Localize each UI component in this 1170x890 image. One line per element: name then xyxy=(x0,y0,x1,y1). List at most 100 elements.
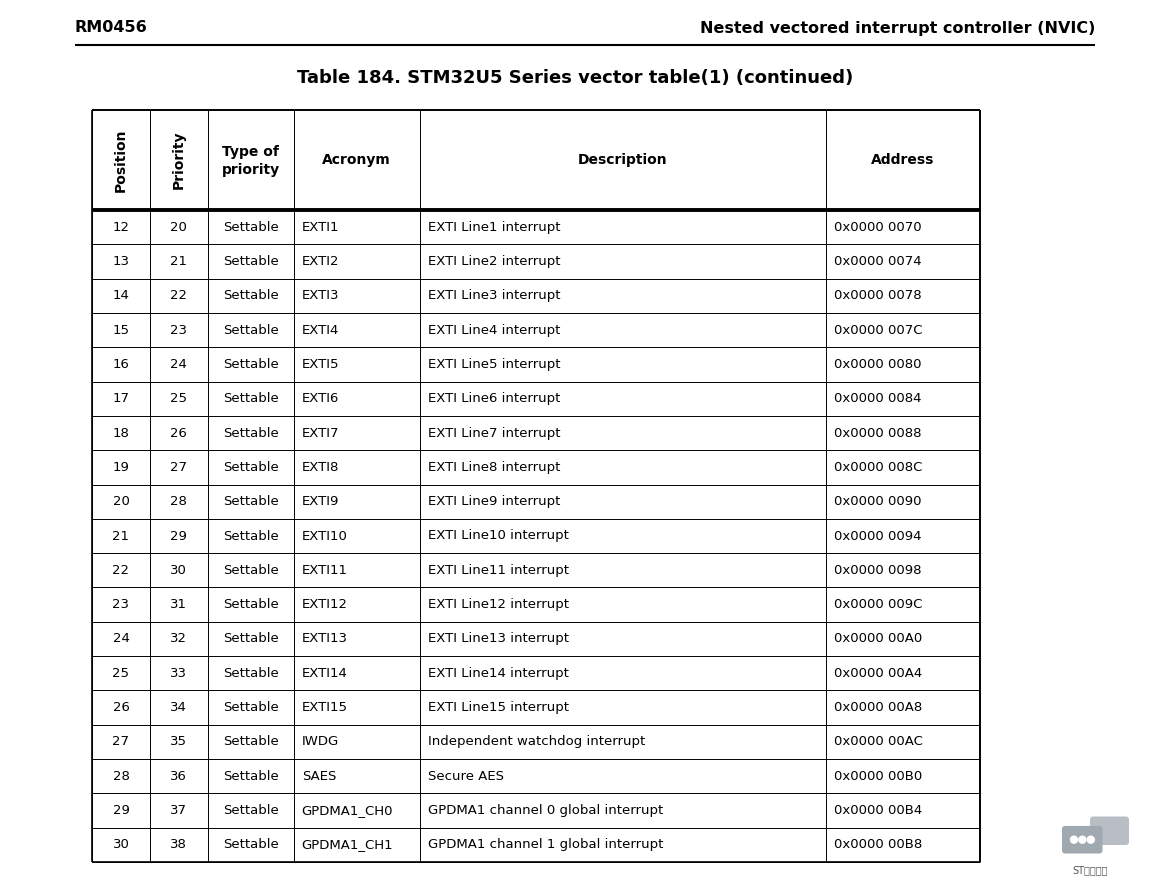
Text: 25: 25 xyxy=(171,392,187,405)
Text: Description: Description xyxy=(578,153,668,167)
Text: 0x0000 00B0: 0x0000 00B0 xyxy=(834,770,922,782)
Text: 18: 18 xyxy=(112,426,130,440)
Text: EXTI Line10 interrupt: EXTI Line10 interrupt xyxy=(428,530,569,543)
Text: 33: 33 xyxy=(171,667,187,680)
FancyBboxPatch shape xyxy=(1062,826,1102,854)
Text: 22: 22 xyxy=(112,564,130,577)
Text: EXTI Line13 interrupt: EXTI Line13 interrupt xyxy=(428,633,569,645)
Text: EXTI9: EXTI9 xyxy=(302,495,339,508)
Text: EXTI Line5 interrupt: EXTI Line5 interrupt xyxy=(428,358,560,371)
Bar xyxy=(92,110,980,862)
Text: EXTI7: EXTI7 xyxy=(302,426,339,440)
Text: EXTI Line9 interrupt: EXTI Line9 interrupt xyxy=(428,495,560,508)
Text: 0x0000 00A8: 0x0000 00A8 xyxy=(834,701,922,714)
Text: Settable: Settable xyxy=(222,735,278,748)
Circle shape xyxy=(1087,837,1094,843)
Text: EXTI4: EXTI4 xyxy=(302,324,339,336)
Text: EXTI10: EXTI10 xyxy=(302,530,347,543)
Text: EXTI13: EXTI13 xyxy=(302,633,347,645)
Text: 0x0000 0090: 0x0000 0090 xyxy=(834,495,922,508)
Text: 30: 30 xyxy=(171,564,187,577)
Text: 35: 35 xyxy=(171,735,187,748)
Text: EXTI15: EXTI15 xyxy=(302,701,347,714)
Text: Settable: Settable xyxy=(222,838,278,852)
Text: 19: 19 xyxy=(112,461,130,473)
Text: 20: 20 xyxy=(112,495,130,508)
Text: 0x0000 0084: 0x0000 0084 xyxy=(834,392,922,405)
Text: 24: 24 xyxy=(112,633,130,645)
Text: Settable: Settable xyxy=(222,633,278,645)
Text: Settable: Settable xyxy=(222,461,278,473)
Text: 29: 29 xyxy=(171,530,187,543)
Text: 27: 27 xyxy=(171,461,187,473)
Text: GPDMA1 channel 0 global interrupt: GPDMA1 channel 0 global interrupt xyxy=(428,804,663,817)
Text: EXTI3: EXTI3 xyxy=(302,289,339,303)
Text: Type of: Type of xyxy=(222,145,280,159)
Text: EXTI5: EXTI5 xyxy=(302,358,339,371)
Text: Settable: Settable xyxy=(222,701,278,714)
Text: 0x0000 0070: 0x0000 0070 xyxy=(834,221,922,234)
Text: 0x0000 00AC: 0x0000 00AC xyxy=(834,735,923,748)
Text: 15: 15 xyxy=(112,324,130,336)
Text: Settable: Settable xyxy=(222,598,278,611)
Text: 0x0000 00B8: 0x0000 00B8 xyxy=(834,838,922,852)
Text: 34: 34 xyxy=(171,701,187,714)
Text: 22: 22 xyxy=(171,289,187,303)
Text: 28: 28 xyxy=(171,495,187,508)
Text: Settable: Settable xyxy=(222,426,278,440)
Text: Settable: Settable xyxy=(222,770,278,782)
Text: 23: 23 xyxy=(112,598,130,611)
Text: EXTI Line3 interrupt: EXTI Line3 interrupt xyxy=(428,289,560,303)
Text: 37: 37 xyxy=(171,804,187,817)
Text: 26: 26 xyxy=(112,701,130,714)
Text: 26: 26 xyxy=(171,426,187,440)
Text: 29: 29 xyxy=(112,804,130,817)
Text: EXTI2: EXTI2 xyxy=(302,255,339,268)
Text: 0x0000 0074: 0x0000 0074 xyxy=(834,255,922,268)
Text: priority: priority xyxy=(221,163,280,177)
Text: 0x0000 00B4: 0x0000 00B4 xyxy=(834,804,922,817)
Text: Table 184. STM32U5 Series vector table(1) (continued): Table 184. STM32U5 Series vector table(1… xyxy=(297,69,853,87)
FancyBboxPatch shape xyxy=(1090,816,1129,845)
Text: 0x0000 0080: 0x0000 0080 xyxy=(834,358,922,371)
Text: EXTI8: EXTI8 xyxy=(302,461,339,473)
Text: 0x0000 0094: 0x0000 0094 xyxy=(834,530,922,543)
Text: EXTI Line14 interrupt: EXTI Line14 interrupt xyxy=(428,667,569,680)
Text: EXTI Line15 interrupt: EXTI Line15 interrupt xyxy=(428,701,569,714)
Text: 0x0000 0078: 0x0000 0078 xyxy=(834,289,922,303)
Text: Settable: Settable xyxy=(222,804,278,817)
Text: 38: 38 xyxy=(171,838,187,852)
Text: EXTI Line4 interrupt: EXTI Line4 interrupt xyxy=(428,324,560,336)
Text: 0x0000 009C: 0x0000 009C xyxy=(834,598,922,611)
Text: EXTI6: EXTI6 xyxy=(302,392,339,405)
Text: 20: 20 xyxy=(171,221,187,234)
Text: Settable: Settable xyxy=(222,289,278,303)
Text: EXTI Line6 interrupt: EXTI Line6 interrupt xyxy=(428,392,560,405)
Text: EXTI11: EXTI11 xyxy=(302,564,347,577)
Text: 0x0000 0098: 0x0000 0098 xyxy=(834,564,922,577)
Text: EXTI Line8 interrupt: EXTI Line8 interrupt xyxy=(428,461,560,473)
Text: 0x0000 007C: 0x0000 007C xyxy=(834,324,922,336)
Text: EXTI1: EXTI1 xyxy=(302,221,339,234)
Text: 28: 28 xyxy=(112,770,130,782)
Text: 31: 31 xyxy=(171,598,187,611)
Text: 0x0000 00A0: 0x0000 00A0 xyxy=(834,633,922,645)
Text: 12: 12 xyxy=(112,221,130,234)
Text: Acronym: Acronym xyxy=(323,153,391,167)
Text: 16: 16 xyxy=(112,358,130,371)
Text: 23: 23 xyxy=(171,324,187,336)
Text: RM0456: RM0456 xyxy=(75,20,147,36)
Text: 0x0000 00A4: 0x0000 00A4 xyxy=(834,667,922,680)
Text: Settable: Settable xyxy=(222,221,278,234)
Text: 0x0000 0088: 0x0000 0088 xyxy=(834,426,922,440)
Text: EXTI Line11 interrupt: EXTI Line11 interrupt xyxy=(428,564,569,577)
Text: 17: 17 xyxy=(112,392,130,405)
Text: EXTI12: EXTI12 xyxy=(302,598,347,611)
Text: Position: Position xyxy=(113,128,128,191)
Text: Settable: Settable xyxy=(222,530,278,543)
Text: Settable: Settable xyxy=(222,255,278,268)
Circle shape xyxy=(1079,837,1086,843)
Text: 0x0000 008C: 0x0000 008C xyxy=(834,461,922,473)
Text: EXTI Line1 interrupt: EXTI Line1 interrupt xyxy=(428,221,560,234)
Text: GPDMA1_CH1: GPDMA1_CH1 xyxy=(302,838,393,852)
